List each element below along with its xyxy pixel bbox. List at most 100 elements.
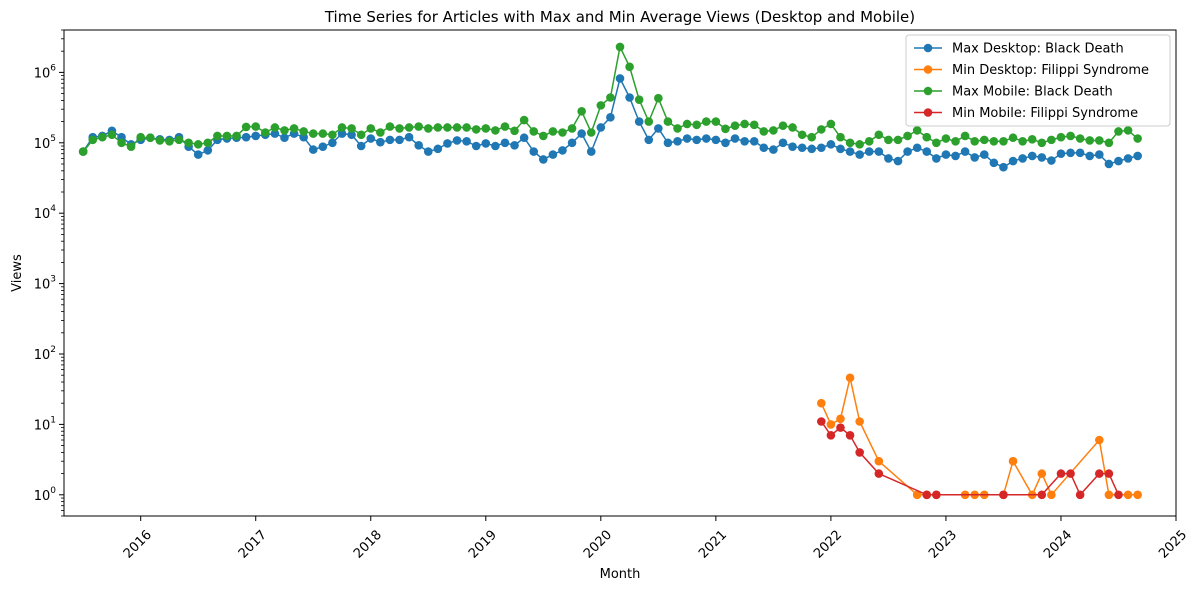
data-point <box>606 113 615 122</box>
data-point <box>759 143 769 153</box>
data-point <box>270 129 280 138</box>
data-point <box>1018 154 1027 163</box>
series-line <box>820 377 1138 497</box>
data-point <box>1047 156 1056 165</box>
data-point <box>730 121 740 130</box>
data-point <box>433 123 443 132</box>
data-point <box>1085 136 1095 145</box>
data-point <box>1133 490 1142 500</box>
data-point <box>433 144 443 154</box>
data-point <box>423 147 433 156</box>
data-point <box>874 469 884 478</box>
data-point <box>193 140 203 149</box>
data-point <box>912 143 922 153</box>
x-tick-label: 2025 <box>1156 528 1190 562</box>
data-point <box>491 141 500 151</box>
series-3 <box>78 42 1142 156</box>
data-point <box>1066 148 1075 158</box>
plot-frame <box>63 29 1177 517</box>
y-tick-label: 100 <box>34 486 57 504</box>
data-point <box>337 129 347 138</box>
data-point <box>548 150 558 159</box>
y-tick-label: 102 <box>34 345 56 363</box>
x-tick-label: 2021 <box>696 528 730 562</box>
data-point <box>912 126 922 135</box>
series-1 <box>78 74 1142 172</box>
data-point <box>701 134 711 143</box>
data-point <box>337 123 347 132</box>
data-point <box>826 119 836 129</box>
data-point <box>395 124 404 133</box>
data-point <box>232 131 241 141</box>
data-point <box>356 130 366 140</box>
x-tick-label: 2022 <box>811 528 845 562</box>
data-point <box>308 145 318 154</box>
x-tick-label: 2019 <box>466 528 500 562</box>
data-point <box>692 120 701 130</box>
data-point <box>615 74 625 83</box>
data-point <box>663 117 673 126</box>
data-point <box>970 137 979 146</box>
data-point <box>1095 136 1104 145</box>
data-point <box>347 124 356 133</box>
data-point <box>855 448 864 457</box>
data-point <box>654 124 663 133</box>
data-point <box>289 124 299 133</box>
data-point <box>1085 151 1095 161</box>
data-point <box>682 134 692 143</box>
data-point <box>1056 469 1066 478</box>
data-point <box>1114 490 1123 500</box>
data-point <box>443 139 452 148</box>
data-point <box>922 147 932 156</box>
data-point <box>155 136 165 145</box>
legend-marker <box>923 86 933 96</box>
data-point <box>932 138 941 148</box>
data-point <box>769 126 778 135</box>
data-point <box>864 147 874 156</box>
data-point <box>874 147 884 156</box>
data-point <box>1037 153 1047 162</box>
y-tick-label: 104 <box>34 204 57 222</box>
x-tick-label: 2020 <box>581 528 615 562</box>
data-point <box>203 146 213 155</box>
data-point <box>452 136 462 145</box>
data-point <box>932 490 941 500</box>
data-point <box>1133 151 1142 161</box>
data-point <box>318 129 328 138</box>
data-point <box>126 142 136 151</box>
y-tick-label: 101 <box>34 415 56 433</box>
data-point <box>644 135 654 145</box>
data-point <box>471 125 481 134</box>
data-point <box>1123 490 1133 500</box>
data-point <box>711 117 721 126</box>
data-point <box>174 135 184 145</box>
data-point <box>797 143 807 153</box>
data-point <box>251 122 261 131</box>
data-point <box>98 132 107 142</box>
data-point <box>960 131 970 141</box>
data-point <box>519 115 529 125</box>
data-point <box>903 147 912 156</box>
data-point <box>932 154 941 163</box>
data-point <box>1095 435 1104 445</box>
data-point <box>567 124 577 133</box>
data-point <box>922 490 932 500</box>
data-point <box>1008 456 1018 466</box>
data-point <box>903 131 912 141</box>
data-point <box>855 417 864 426</box>
data-point <box>740 137 749 146</box>
y-tick-label: 105 <box>34 134 56 152</box>
data-point <box>366 134 376 143</box>
data-point <box>817 125 826 134</box>
y-tick-label: 103 <box>34 275 56 293</box>
data-point <box>78 147 88 156</box>
data-point <box>826 431 836 440</box>
data-point <box>404 132 414 142</box>
x-tick-label: 2018 <box>351 528 385 562</box>
data-point <box>845 431 855 440</box>
data-point <box>634 117 644 126</box>
data-point <box>1123 154 1133 163</box>
data-point <box>1133 134 1142 143</box>
data-point <box>730 134 740 143</box>
data-point <box>376 128 385 137</box>
